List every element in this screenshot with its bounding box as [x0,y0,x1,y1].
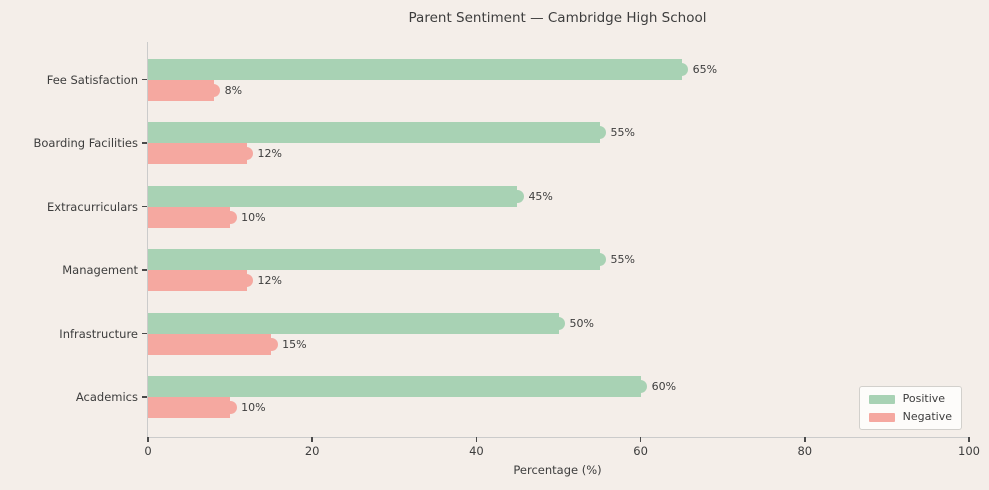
y-axis-label-management: Management [62,263,138,277]
bar-value-label: 50% [569,316,594,330]
legend-swatch-negative [868,412,895,422]
bar-end-marker [675,62,689,76]
bar-value-label: 8% [224,83,243,97]
x-axis-tick [475,437,478,442]
bar-end-marker [593,126,607,139]
bar-positive-fee-satisfaction [148,58,682,80]
x-axis-tick [147,437,149,442]
x-axis-tick [639,437,642,442]
x-axis-tick-label: 40 [469,444,484,458]
y-axis-tick [141,205,147,208]
bar-negative-fee-satisfaction [148,79,214,101]
legend: Positive Negative [858,386,962,430]
legend-label-positive: Positive [902,392,946,405]
y-axis-label-fee-satisfaction: Fee Satisfaction [46,72,138,87]
bar-value-label: 12% [257,147,282,160]
legend-item-negative: Negative [868,410,952,423]
y-axis-tick [141,142,147,144]
bar-negative-extracurriculars [148,206,231,228]
bar-value-label: 12% [257,274,282,287]
bar-end-marker [264,337,278,351]
y-axis-tick [141,78,147,81]
x-axis-tick [968,437,970,442]
legend-entries: Positive Negative [868,392,952,423]
bar-value-label: 55% [610,126,635,139]
y-axis-tick [141,332,147,335]
y-axis-label-academics: Academics [75,390,138,404]
bar-value-label: 45% [528,189,553,203]
x-axis-tick-label: 60 [633,444,648,458]
y-axis-tick [141,396,147,398]
bar-positive-management [148,249,600,270]
bar-end-marker [223,401,237,414]
y-axis-label-infrastructure: Infrastructure [59,326,138,341]
x-axis-label: Percentage (%) [513,463,602,477]
bar-end-marker [240,147,254,160]
x-axis-tick-label: 0 [144,444,152,458]
plot-area: 65% 8% 55% 12% 45% 10% 55% 12% 50% 15% 60% 10% 0 20 4… [141,42,980,458]
bar-positive-boarding-facilities [148,122,600,143]
x-axis-tick-label: 80 [797,444,813,458]
bar-value-label: 15% [282,337,307,351]
bar-value-label: 10% [241,401,266,414]
bar-value-label: 10% [241,210,266,224]
x-axis-tick-label: 100 [958,444,980,458]
bar-end-marker [510,189,524,203]
bar-negative-management [148,270,247,291]
bar-end-marker [207,83,221,97]
bar-end-marker [552,316,565,330]
bar-end-marker [593,253,607,266]
legend-swatch-positive [868,394,895,404]
y-axis-label-boarding-facilities: Boarding Facilities [33,136,138,150]
bar-positive-academics [148,376,641,397]
bar-end-marker [634,380,648,393]
bar-positive-infrastructure [148,312,559,334]
x-axis-tick [804,437,806,442]
bar-end-marker [240,274,254,287]
x-axis-tick [311,437,313,442]
legend-label-negative: Negative [902,410,952,423]
y-axis-label-extracurriculars: Extracurriculars [47,199,138,214]
bar-value-label: 60% [651,380,677,393]
y-axis-tick [141,269,147,271]
bar-negative-boarding-facilities [148,143,247,164]
bar-value-label: 55% [610,253,635,266]
legend-item-positive: Positive [868,392,952,405]
bar-negative-academics [148,397,231,418]
bar-negative-infrastructure [148,333,272,355]
y-axis-labels: Fee Satisfaction Boarding Facilities Extra… [0,42,138,437]
bar-end-marker [223,210,237,224]
chart-title: Parent Sentiment — Cambridge High School [408,10,707,26]
x-axis-tick-label: 20 [304,444,320,458]
bar-value-label: 65% [692,62,718,76]
bar-positive-extracurriculars [148,185,518,207]
